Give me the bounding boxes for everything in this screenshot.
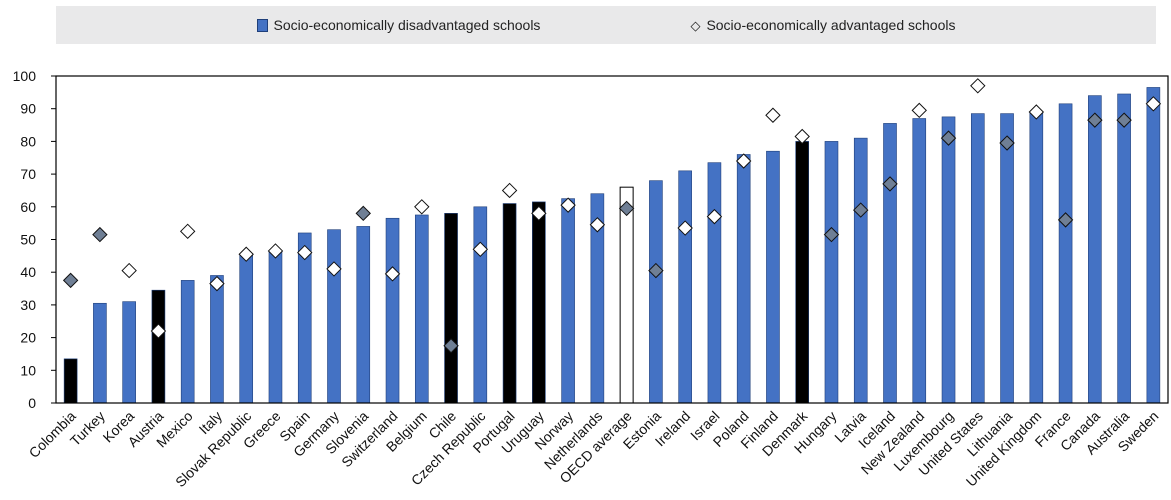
bar: [151, 289, 166, 404]
bar: [444, 213, 458, 404]
y-tick-label: 70: [20, 166, 36, 182]
diamond-marker: [443, 338, 459, 354]
bar: [707, 162, 722, 404]
bar: [619, 186, 634, 404]
legend-item-disadvantaged: Socio-economically disadvantaged schools: [256, 17, 541, 33]
bar: [532, 201, 546, 404]
bar: [327, 229, 341, 404]
bar: [795, 141, 810, 404]
legend-label-disadvantaged: Socio-economically disadvantaged schools: [273, 17, 541, 33]
diamond-marker: [882, 176, 898, 192]
y-tick-label: 20: [20, 330, 36, 346]
bar: [1000, 113, 1014, 404]
bar: [678, 170, 692, 404]
diamond-marker: [940, 130, 957, 146]
y-tick-label: 40: [20, 264, 36, 280]
bar: [210, 275, 224, 404]
diamond-marker: [92, 226, 108, 243]
diamond-markers: [62, 78, 1162, 354]
bar: [93, 302, 107, 404]
y-tick-label: 30: [20, 297, 36, 313]
bar: [561, 198, 575, 404]
diamond-marker: [326, 261, 342, 277]
diamond-marker: [1116, 112, 1132, 128]
bar: [941, 116, 956, 404]
legend-bar-swatch: [256, 18, 268, 32]
legend: Socio-economically disadvantaged schools…: [56, 6, 1156, 44]
diamond-marker: [355, 205, 371, 222]
legend-item-advantaged: ◇ Socio-economically advantaged schools: [690, 17, 955, 33]
diamond-marker: [179, 223, 196, 240]
y-tick-label: 50: [20, 232, 36, 248]
bar: [1117, 93, 1131, 404]
diamond-marker: [853, 202, 869, 218]
diamond-marker: [121, 262, 137, 279]
diamond-marker: [501, 182, 518, 199]
y-tick-label: 0: [28, 395, 36, 411]
bar: [239, 253, 254, 404]
diamond-marker: [589, 217, 606, 233]
bar: [649, 180, 663, 404]
diamond-marker: [735, 153, 752, 169]
bar: [356, 226, 371, 404]
bar: [912, 118, 927, 404]
diamond-marker: [999, 135, 1015, 151]
diamond-marker: [238, 246, 254, 262]
bar: [1029, 111, 1044, 404]
diamond-marker: [150, 323, 167, 339]
diamond-marker: [794, 128, 810, 145]
diamond-marker: [1087, 112, 1103, 128]
bar: [63, 358, 78, 404]
bar: [1146, 87, 1161, 404]
bar: [766, 150, 780, 404]
diamond-marker: [677, 220, 693, 236]
y-tick-label: 90: [20, 101, 36, 117]
bar: [180, 280, 195, 404]
axes: 0 10 20 30 40 50 60 70 80 90 100: [13, 68, 1169, 411]
plot-frame: [55, 75, 1169, 404]
bar: [1088, 95, 1102, 404]
y-tick-label: 10: [20, 362, 36, 378]
bar: [970, 113, 985, 404]
diamond-marker: [911, 102, 927, 119]
diamond-marker: [648, 262, 664, 279]
diamond-marker: [209, 275, 225, 292]
bar: [736, 154, 751, 404]
bars: [63, 87, 1161, 404]
bar: [414, 214, 429, 404]
bar: [853, 137, 868, 404]
diamond-marker: [970, 78, 986, 94]
legend-label-advantaged: Socio-economically advantaged schools: [706, 17, 956, 33]
diamond-marker: [414, 199, 430, 215]
bar: [502, 203, 517, 404]
bar: [1058, 103, 1073, 404]
y-tick-label: 60: [20, 199, 36, 215]
bar: [268, 250, 283, 404]
diamond-marker: [297, 244, 313, 261]
diamond-marker: [1028, 104, 1045, 120]
diamond-marker: [618, 200, 635, 217]
diamond-marker: [267, 243, 284, 259]
diamond-marker: [765, 107, 781, 123]
diamond-marker: [1145, 96, 1162, 112]
bar: [824, 141, 839, 404]
y-tick-label: 80: [20, 133, 36, 149]
y-tick-label: 100: [13, 68, 37, 84]
bar: [122, 301, 136, 404]
diamond-marker: [560, 197, 576, 213]
bar: [473, 206, 488, 404]
diamond-marker: [384, 266, 401, 282]
diamond-marker: [531, 205, 547, 222]
legend-diamond-swatch: ◇: [690, 17, 701, 33]
bar: [883, 123, 897, 404]
diamond-marker: [472, 241, 489, 258]
diamond-marker: [706, 208, 723, 225]
diamond-marker: [1057, 212, 1074, 228]
diamond-marker: [62, 272, 79, 289]
bar: [385, 217, 400, 404]
diamond-marker: [823, 226, 840, 243]
